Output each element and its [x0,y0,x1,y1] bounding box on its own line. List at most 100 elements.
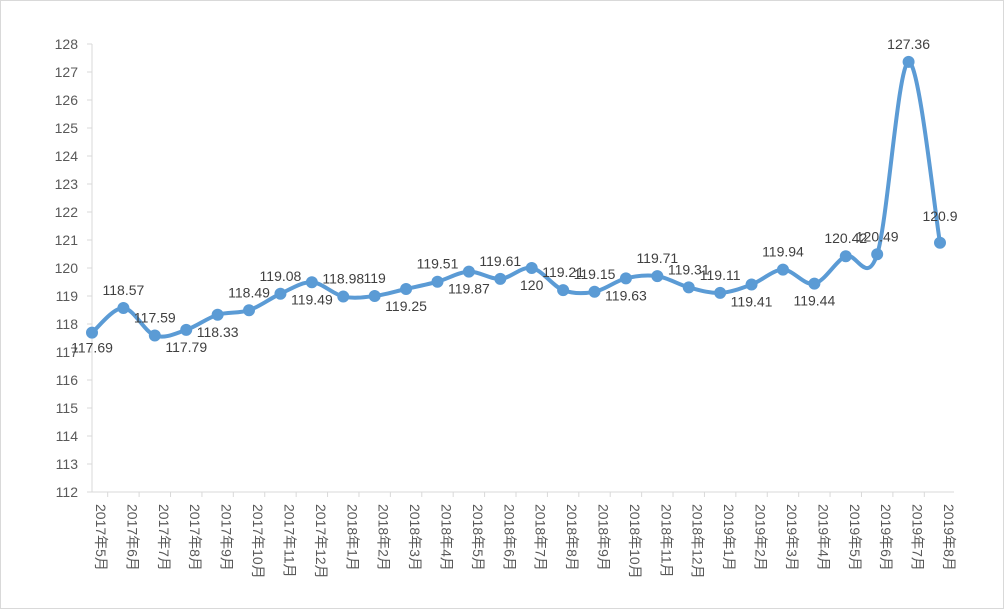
data-point [148,329,161,342]
data-label: 119.44 [793,293,835,309]
x-tick-label: 2019年2月 [753,504,769,571]
data-label: 118.49 [228,284,270,300]
data-point [368,290,381,302]
x-tick-label: 2019年4月 [815,504,831,571]
data-point [588,285,601,298]
data-label: 118.57 [103,282,145,298]
data-label: 119.31 [668,261,710,277]
x-tick-label: 2017年9月 [219,504,235,571]
y-tick-label: 115 [56,400,79,416]
data-label: 120 [520,277,544,293]
data-point [431,275,444,288]
y-tick-label: 125 [55,120,79,136]
x-tick-label: 2018年2月 [376,504,392,571]
x-tick-label: 2018年1月 [344,504,360,571]
y-tick-label: 123 [55,176,79,192]
x-tick-labels: 2017年5月 2017年6月 2017年7月 2017年8月 2017年9月 2017年… [93,492,957,579]
data-point [400,283,413,295]
y-tick-label: 126 [55,92,79,108]
y-tick-label: 117 [56,344,79,360]
y-tick-label: 119 [56,288,79,304]
data-point [180,323,193,336]
data-label: 119.61 [479,253,521,269]
data-label: 118.98 [322,271,364,287]
x-tick-label: 2018年9月 [596,504,612,571]
data-label: 118.33 [197,324,239,340]
x-tick-label: 2017年8月 [187,504,203,571]
x-tick-label: 2018年10月 [627,504,643,579]
y-tick-label: 128 [55,36,79,52]
x-tick-label: 2019年3月 [784,504,800,571]
data-label: 127.36 [887,36,930,52]
data-point [682,281,695,294]
data-point [651,270,664,283]
data-label: 119.15 [574,266,616,282]
data-label: 117.79 [165,339,207,355]
x-tick-label: 2017年12月 [313,504,329,579]
x-tick-label: 2019年1月 [721,504,737,571]
data-label: 119.87 [448,281,490,297]
y-tick-label: 127 [55,64,79,80]
data-label: 119.21 [542,264,584,280]
data-point [462,265,475,278]
data-label: 119.11 [700,267,741,283]
y-tick-label: 122 [55,204,79,220]
x-tick-label: 2017年11月 [281,504,297,578]
data-point [776,263,789,276]
x-tick-label: 2019年8月 [941,504,957,571]
data-label: 119.08 [260,268,302,284]
x-tick-label: 2019年5月 [847,504,863,571]
data-label: 120.42 [824,230,867,246]
data-point [902,55,915,68]
y-tick-label: 120 [55,260,79,276]
y-tick-label: 121 [55,232,79,248]
data-label: 117.59 [134,309,176,325]
y-tick-label: 116 [56,372,79,388]
data-points [86,55,946,342]
x-tick-label: 2018年12月 [690,504,706,579]
data-point [117,302,130,315]
x-tick-label: 2019年6月 [878,504,894,571]
x-tick-label: 2018年3月 [407,504,423,571]
y-tick-label: 112 [56,484,79,500]
y-tick-label: 113 [56,456,79,472]
data-label: 119.25 [385,298,427,314]
data-point [745,278,758,291]
data-point [86,326,98,339]
data-label: 119.49 [291,291,333,307]
data-label: 119.41 [731,294,773,310]
data-point [305,276,318,289]
data-label: 119.63 [605,287,647,303]
x-tick-label: 2018年5月 [470,504,486,571]
data-labels: 117.69118.57117.59117.79118.33118.49119.… [71,36,958,356]
data-point [714,286,727,299]
data-point [871,248,884,261]
x-tick-label: 2017年7月 [156,504,172,571]
x-tick-label: 2019年7月 [910,504,926,571]
data-point [839,250,852,263]
data-point [243,304,256,317]
x-tick-label: 2018年6月 [501,504,517,571]
data-point [557,284,570,297]
x-tick-label: 2017年6月 [124,504,140,571]
y-tick-labels: 112 113 114 115 116 117 118 119 120 121 122 123 124 1… [55,36,92,500]
data-point [934,236,946,249]
data-label: 120.49 [856,228,899,244]
series-line [90,59,942,339]
data-point [337,290,350,303]
x-tick-label: 2018年7月 [533,504,549,571]
data-point [525,262,538,274]
series [90,59,942,339]
data-label: 119.51 [417,256,459,272]
data-point [494,272,507,285]
data-label: 119.94 [762,244,804,260]
x-tick-label: 2017年5月 [93,504,109,571]
data-label: 117.69 [71,340,113,356]
data-label: 119 [364,270,387,286]
y-tick-label: 118 [56,316,79,332]
x-tick-label: 2018年8月 [564,504,580,571]
x-tick-label: 2018年11月 [658,504,674,578]
data-point [211,308,224,321]
